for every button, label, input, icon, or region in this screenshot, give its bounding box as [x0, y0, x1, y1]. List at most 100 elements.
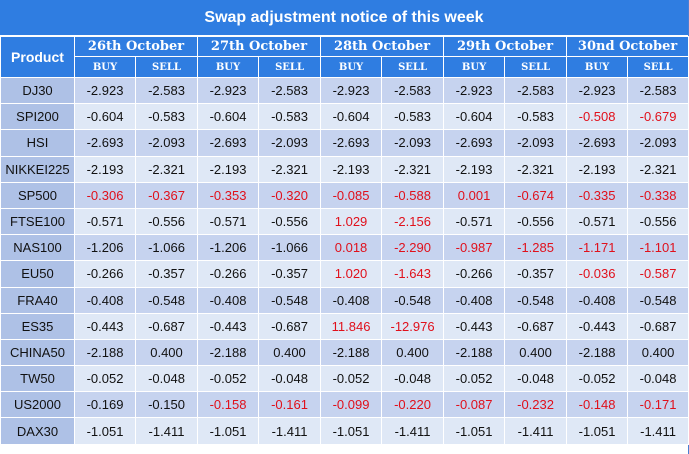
buy-value: -0.266 — [197, 260, 260, 288]
table-row: TW50 -0.052 -0.048 -0.052 -0.048 -0.052 -0.048… — [0, 365, 689, 393]
table-row: ES35 -0.443 -0.687 -0.443 -0.687 11.846 -12.97… — [0, 312, 689, 340]
sell-value: -0.548 — [627, 286, 689, 314]
product-name: DAX30 — [0, 417, 75, 445]
table-row: DAX30 -1.051 -1.411 -1.051 -1.411 -1.051 -1.41… — [0, 417, 689, 445]
buy-value: -2.693 — [320, 129, 383, 157]
product-name: SPI200 — [0, 103, 75, 131]
sell-value: -2.321 — [134, 155, 199, 183]
sell-value: -0.583 — [258, 103, 322, 131]
date-header: 28th October — [320, 36, 445, 57]
sell-value: -2.290 — [381, 234, 445, 262]
product-column-header: Product — [0, 36, 75, 78]
sell-value: -2.583 — [134, 76, 199, 105]
buy-value: 1.029 — [320, 207, 383, 236]
sell-value: -0.357 — [258, 260, 322, 288]
buy-value: -1.171 — [566, 234, 629, 262]
buy-value: -0.443 — [443, 312, 506, 340]
date-header: 30nd October — [566, 36, 689, 57]
product-name: EU50 — [0, 260, 75, 288]
sell-value: -2.583 — [627, 76, 689, 105]
sell-value: -0.048 — [504, 365, 568, 393]
sell-value: 0.400 — [381, 338, 445, 367]
sell-value: -1.411 — [504, 417, 568, 445]
buy-value: -0.169 — [74, 391, 136, 419]
buy-value: -2.923 — [443, 76, 506, 105]
buy-value: -2.693 — [74, 129, 136, 157]
sell-value: 0.400 — [504, 338, 568, 367]
sell-value: -0.150 — [134, 391, 199, 419]
sell-value: 0.400 — [134, 338, 199, 367]
table-row: US2000 -0.169 -0.150 -0.158 -0.161 -0.099 -0.2… — [0, 391, 689, 419]
sell-value: -0.548 — [504, 286, 568, 314]
sell-header: SELL — [381, 56, 445, 78]
buy-value: -2.693 — [197, 129, 260, 157]
sell-header: SELL — [134, 56, 199, 78]
sell-value: -0.357 — [134, 260, 199, 288]
buy-value: -2.923 — [197, 76, 260, 105]
buy-value: -2.188 — [443, 338, 506, 367]
sell-value: -0.161 — [258, 391, 322, 419]
sell-value: -0.338 — [627, 181, 689, 209]
buy-value: -2.193 — [197, 155, 260, 183]
sell-value: -2.321 — [504, 155, 568, 183]
buy-value: -0.052 — [443, 365, 506, 393]
sell-value: -1.411 — [258, 417, 322, 445]
sell-value: -0.048 — [381, 365, 445, 393]
buy-value: -0.604 — [197, 103, 260, 131]
date-header: 27th October — [197, 36, 322, 57]
table-row: EU50 -0.266 -0.357 -0.266 -0.357 1.020 -1.643-… — [0, 260, 689, 288]
buy-value: -1.051 — [443, 417, 506, 445]
sell-value: -0.320 — [258, 181, 322, 209]
sell-value: 0.400 — [258, 338, 322, 367]
buy-header: BUY — [443, 56, 506, 78]
buy-value: -0.604 — [74, 103, 136, 131]
sell-value: -0.548 — [134, 286, 199, 314]
sell-value: -1.411 — [381, 417, 445, 445]
notice-title: Swap adjustment notice of this week — [0, 0, 688, 36]
buy-value: -0.571 — [443, 207, 506, 236]
sell-value: -2.321 — [258, 155, 322, 183]
product-name: US2000 — [0, 391, 75, 419]
swap-table-body: DJ30 -2.923 -2.583 -2.923 -2.583 -2.923 -2.583… — [0, 76, 689, 445]
table-row: DJ30 -2.923 -2.583 -2.923 -2.583 -2.923 -2.583… — [0, 76, 689, 105]
buy-value: -0.408 — [74, 286, 136, 314]
sell-value: -0.367 — [134, 181, 199, 209]
buy-value: 11.846 — [320, 312, 383, 340]
sell-value: -2.583 — [258, 76, 322, 105]
product-name: FRA40 — [0, 286, 75, 314]
sell-value: -0.679 — [627, 103, 689, 131]
buy-value: -0.266 — [443, 260, 506, 288]
sell-value: -0.588 — [381, 181, 445, 209]
sell-value: -2.321 — [627, 155, 689, 183]
sell-value: -1.643 — [381, 260, 445, 288]
sell-value: -0.220 — [381, 391, 445, 419]
sell-value: -2.093 — [381, 129, 445, 157]
sell-value: -2.093 — [504, 129, 568, 157]
sell-value: -0.587 — [627, 260, 689, 288]
buy-value: -1.206 — [197, 234, 260, 262]
table-row: SPI200 -0.604 -0.583 -0.604 -0.583 -0.604 -0.5… — [0, 103, 689, 131]
sell-value: -0.556 — [627, 207, 689, 236]
buy-value: -0.571 — [197, 207, 260, 236]
sell-value: -0.556 — [504, 207, 568, 236]
sell-value: -0.548 — [381, 286, 445, 314]
buy-value: -0.158 — [197, 391, 260, 419]
buy-value: -2.693 — [566, 129, 629, 157]
sell-header: SELL — [627, 56, 689, 78]
sell-value: 0.400 — [627, 338, 689, 367]
buy-value: -2.188 — [320, 338, 383, 367]
sell-value: -0.583 — [381, 103, 445, 131]
buy-value: -0.099 — [320, 391, 383, 419]
buy-value: -1.051 — [197, 417, 260, 445]
sell-header: SELL — [504, 56, 568, 78]
product-name: NIKKEI225 — [0, 155, 75, 183]
buy-value: -2.693 — [443, 129, 506, 157]
swap-table: Product 26th October 27th October 28th O… — [0, 36, 689, 445]
buy-value: -1.051 — [566, 417, 629, 445]
sell-value: -0.357 — [504, 260, 568, 288]
sell-value: -0.687 — [504, 312, 568, 340]
product-name: DJ30 — [0, 76, 75, 105]
sell-value: -12.976 — [381, 312, 445, 340]
sell-value: -0.583 — [134, 103, 199, 131]
sell-value: -0.556 — [134, 207, 199, 236]
